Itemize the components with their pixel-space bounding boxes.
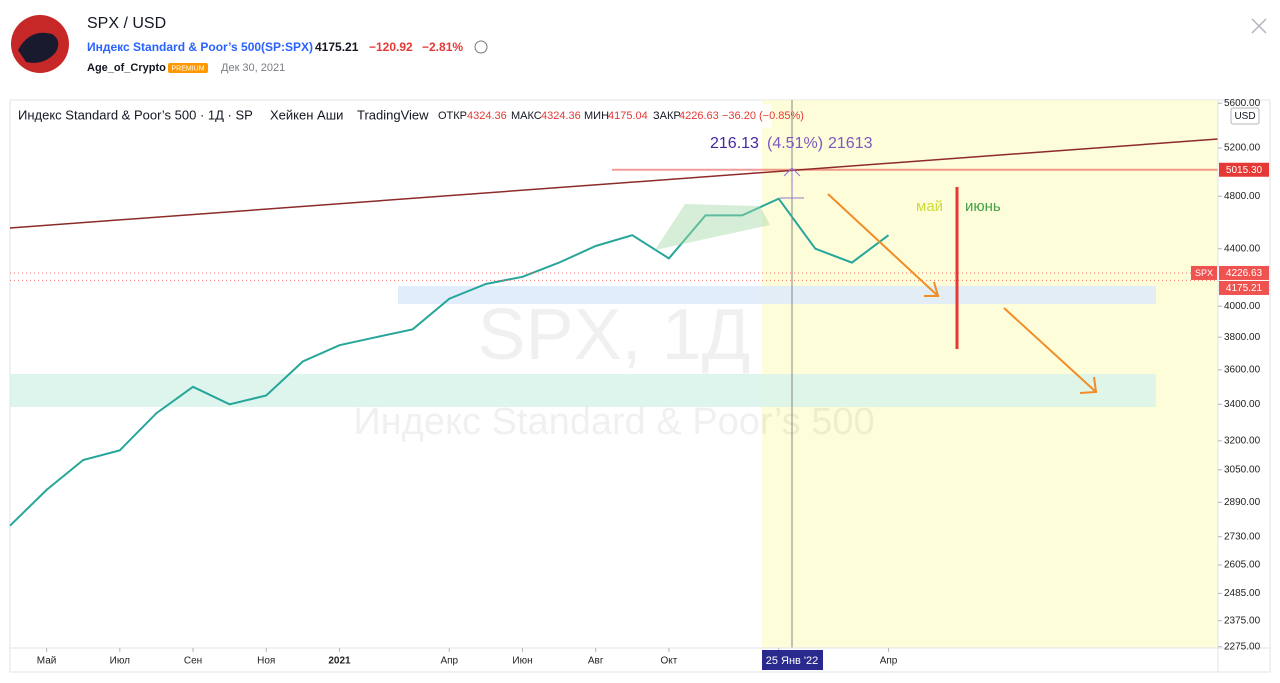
y-tick-label: 3050.00 [1224,464,1261,475]
x-tick-label: 2021 [328,656,351,667]
x-tick-label: Июн [512,656,532,667]
measure-value: 216.13 [710,135,759,152]
y-tick-label: 3400.00 [1224,399,1261,410]
arrow [827,193,940,297]
price-tag-bg [1219,280,1269,295]
y-tick-label: 2890.00 [1224,497,1261,508]
legend-value: 4175.04 [608,110,648,122]
x-tick-label: Окт [660,656,677,667]
y-tick-label: 4800.00 [1224,191,1261,202]
y-tick-label: 3600.00 [1224,364,1261,375]
trend-line [9,138,1219,229]
y-tick-label: 2375.00 [1224,615,1261,626]
legend-change: −36.20 (−0.85%) [722,110,804,122]
legend-label: МИН [584,110,609,122]
legend-value: 4226.63 [679,110,719,122]
symbol: SPX / USD [87,15,166,32]
annotation: июнь [965,198,1001,215]
y-tick-label: 2730.00 [1224,531,1261,542]
y-tick-label: 2485.00 [1224,588,1261,599]
series-tag: SPX [1195,268,1213,278]
watermark: SPX, 1Д [478,295,751,375]
x-tick-label: Апр [880,656,898,667]
badge: PREMIUM [171,65,204,72]
date-tag: 25 Янв '22 [766,655,819,667]
change: −120.92 [369,40,413,54]
price-line [9,197,890,527]
y-tick-label: 2605.00 [1224,560,1261,571]
y-tick-label: 3200.00 [1224,435,1261,446]
legend-title: Индекс Standard & Poor’s 500 · 1Д · SP [18,107,253,122]
price-tag: 5015.30 [1226,165,1263,176]
y-tick-label: 4000.00 [1224,301,1261,312]
author[interactable]: Age_of_Crypto [87,62,166,74]
price-tag-bg [1219,162,1269,177]
support-band [398,286,1156,304]
date: Дек 30, 2021 [221,62,285,74]
x-tick-label: Июл [110,656,130,667]
legend-bg [12,104,772,128]
watermark: Индекс Standard & Poor’s 500 [353,401,874,443]
y-tick-label: 3800.00 [1224,332,1261,343]
badge-bg [168,63,208,73]
y-tick-label: 2275.00 [1224,641,1261,652]
x-tick-label: Авг [588,656,604,667]
price-tag: 4226.63 [1226,268,1263,279]
price: 4175.21 [315,40,359,54]
measure-percent: (4.51%) [767,135,823,152]
legend-label: МАКС [511,110,542,122]
legend-source: TradingView [357,107,429,122]
measure-bars: 21613 [828,135,873,152]
close-button[interactable] [1251,18,1267,34]
price-tag-bg [1219,265,1269,280]
axes: 5600.00 5200.00 4800.00 4400.00 4000.00 3800.… [37,98,1269,667]
arrow [1003,307,1098,394]
y-tick-label: 5200.00 [1224,143,1261,154]
logo-bull [18,32,59,63]
x-tick-label: Ноя [257,656,275,667]
price-tag: 4175.21 [1226,283,1263,294]
date-tag-bg [762,650,823,670]
series-tag-bg [1191,265,1217,280]
legend-value: 4324.36 [467,110,507,122]
index-name[interactable]: Индекс Standard & Poor’s 500 [87,40,261,54]
currency-box[interactable] [1230,107,1260,125]
x-tick-label: Май [37,656,57,667]
x-tick-label: Сен [184,656,202,667]
change-pct: −2.81% [422,40,463,54]
legend-label: ЗАКР [653,110,681,122]
wedge [655,204,770,250]
legend-style: Хейкен Аши [270,107,343,122]
currency: USD [1234,111,1255,122]
legend-value: 4324.36 [541,110,581,122]
annotation: май [916,198,943,215]
legend-label: ОТКР [438,110,467,122]
alarm-icon[interactable] [474,40,488,54]
ticker[interactable]: (SP:SPX) [261,40,313,54]
y-tick-label: 4400.00 [1224,243,1261,254]
y-tick-label: 5600.00 [1224,98,1261,109]
measure-tool [780,167,804,199]
plot [9,168,1218,527]
x-tick-label: Апр [440,656,458,667]
